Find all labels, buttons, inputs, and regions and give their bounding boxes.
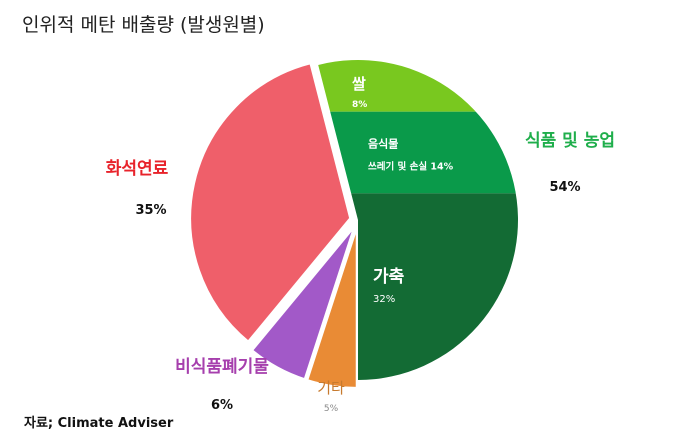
food-waste-label: 음식물 xyxy=(368,137,398,151)
rice-label: 쌀 xyxy=(352,75,366,93)
slice-1 xyxy=(306,227,358,389)
non-food-waste-label: 비식품폐기물 xyxy=(175,357,269,377)
slice-3 xyxy=(189,62,352,343)
slice-band-1 xyxy=(318,111,519,194)
slice-2 xyxy=(250,226,356,381)
rice-value: 8% xyxy=(352,100,367,110)
non-food-waste-value: 6% xyxy=(211,398,233,413)
food-agriculture-value: 54% xyxy=(549,180,580,195)
chart-title: 인위적 메탄 배출량 (발생원별) xyxy=(22,14,265,36)
other-label: 기타 xyxy=(317,379,345,397)
other-value: 5% xyxy=(324,404,339,414)
livestock-label: 가축 xyxy=(373,267,405,287)
source-note: 자료; Climate Adviser xyxy=(24,416,174,431)
fossil-fuel-value: 35% xyxy=(135,203,166,218)
livestock-value: 32% xyxy=(373,294,395,305)
food-agriculture-label: 식품 및 농업 xyxy=(525,131,615,151)
food-waste-value: 쓰레기 및 손실 14% xyxy=(368,161,454,173)
fossil-fuel-label: 화석연료 xyxy=(106,159,169,179)
